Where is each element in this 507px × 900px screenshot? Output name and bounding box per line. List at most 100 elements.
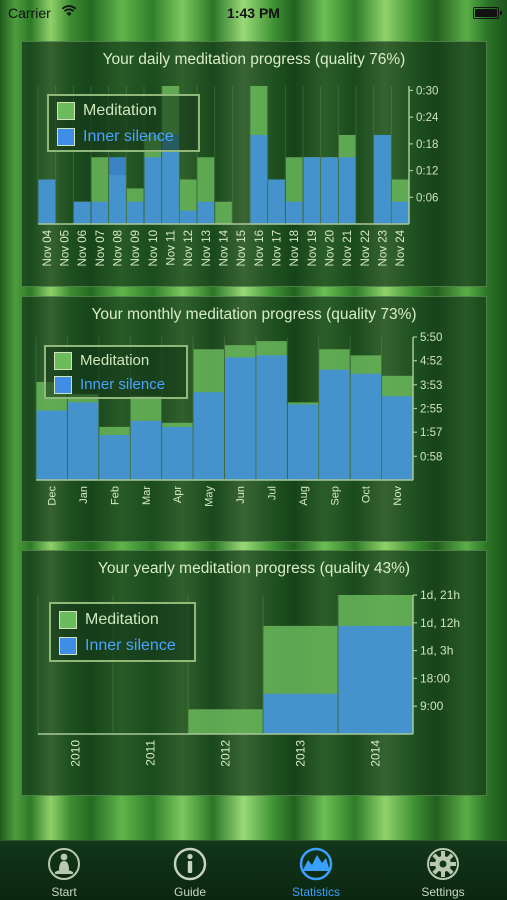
bar-inner-silence-nov bbox=[382, 396, 413, 480]
yearly-chart: 1d, 21h 1d, 12h 1d, 3h 18:00 9:00 2010 2011 201… bbox=[37, 588, 460, 767]
tab-guide-label: Guide bbox=[173, 885, 207, 899]
x-tick-label: Nov 15 bbox=[236, 230, 248, 266]
battery-icon bbox=[473, 7, 502, 19]
tab-statistics-label: Statistics bbox=[291, 885, 340, 899]
monthly-chart-title: Your monthly meditation progress (qualit… bbox=[91, 306, 417, 323]
bar-inner-silence-nov-18 bbox=[285, 201, 303, 224]
bar-inner-silence-jun bbox=[225, 357, 256, 480]
bar-inner-silence-2014 bbox=[338, 625, 413, 734]
bar-inner-silence-feb bbox=[99, 435, 130, 480]
gear-icon bbox=[427, 848, 459, 880]
monthly-chart: 5:50 4:52 3:53 2:55 1:57 0:58 Dec Jan Feb Mar Apr M… bbox=[35, 332, 442, 507]
bar-inner-silence-nov-17 bbox=[268, 179, 285, 224]
legend-label-meditation: Meditation bbox=[80, 352, 150, 369]
y-tick-label: 3:53 bbox=[420, 380, 442, 392]
x-tick-label: Jun bbox=[235, 486, 247, 504]
bar-inner-silence-jan bbox=[67, 402, 99, 480]
tab-statistics[interactable]: Statistics bbox=[253, 841, 379, 900]
tab-start[interactable]: Start bbox=[1, 841, 127, 900]
bar-inner-silence-sep bbox=[319, 369, 350, 480]
legend-label-meditation: Meditation bbox=[83, 102, 157, 119]
x-tick-label: Nov 08 bbox=[113, 230, 125, 266]
y-tick-label: 0:18 bbox=[416, 139, 438, 151]
x-tick-label: 2013 bbox=[294, 740, 308, 767]
info-icon bbox=[173, 847, 207, 881]
clock-label: 1:43 PM bbox=[227, 5, 280, 21]
x-tick-label: Nov 22 bbox=[360, 230, 372, 266]
y-tick-label: 1d, 21h bbox=[420, 588, 460, 602]
bar-inner-silence-nov-20 bbox=[321, 157, 338, 224]
chart-icon bbox=[299, 847, 333, 881]
x-tick-label: 2012 bbox=[219, 740, 233, 767]
bar-inner-silence-nov-19 bbox=[303, 157, 321, 224]
monthly-progress-panel: Your monthly meditation progress (qualit… bbox=[21, 296, 487, 542]
meditation-swatch bbox=[54, 352, 72, 370]
status-bar: Carrier 1:43 PM bbox=[0, 0, 507, 28]
bar-inner-silence-nov-06 bbox=[73, 201, 91, 224]
bar-inner-silence-nov-12 bbox=[179, 210, 197, 224]
bar-inner-silence-nov-16 bbox=[250, 134, 268, 224]
x-tick-label: Nov bbox=[392, 486, 404, 506]
daily-legend: Meditation Inner silence bbox=[47, 94, 200, 152]
x-tick-label: Oct bbox=[361, 486, 373, 503]
bar-inner-silence-nov-10 bbox=[144, 157, 162, 224]
inner-silence-swatch bbox=[54, 376, 72, 394]
yearly-legend: Meditation Inner silence bbox=[49, 602, 196, 662]
bar-inner-silence-aug bbox=[287, 404, 319, 480]
x-tick-label: Nov 19 bbox=[307, 230, 319, 266]
x-tick-label: Mar bbox=[141, 486, 153, 505]
x-tick-label: Nov 09 bbox=[130, 230, 142, 266]
y-tick-label: 5:50 bbox=[420, 332, 442, 344]
bar-inner-silence-nov-21 bbox=[338, 157, 356, 224]
wifi-icon bbox=[61, 5, 77, 16]
bar-inner-silence-nov-04 bbox=[38, 179, 56, 224]
bar-inner-silence-nov-24 bbox=[391, 201, 409, 224]
x-tick-label: Feb bbox=[109, 486, 121, 505]
bar-inner-silence-jul bbox=[256, 355, 287, 480]
y-tick-label: 0:58 bbox=[420, 451, 442, 463]
y-tick-label: 0:30 bbox=[416, 85, 438, 97]
meditation-swatch bbox=[57, 102, 75, 120]
x-tick-label: 2010 bbox=[69, 740, 83, 767]
x-tick-label: Nov 14 bbox=[219, 229, 231, 266]
daily-progress-panel: Your daily meditation progress (quality … bbox=[21, 41, 487, 287]
meditation-swatch bbox=[59, 611, 77, 629]
x-tick-label: Nov 23 bbox=[378, 230, 390, 266]
bar-inner-silence-nov-13 bbox=[197, 201, 215, 224]
legend-label-meditation: Meditation bbox=[85, 611, 159, 628]
x-tick-label: Nov 17 bbox=[272, 230, 284, 266]
x-tick-label: May bbox=[204, 486, 216, 507]
x-tick-label: Dec bbox=[47, 486, 59, 506]
yearly-chart-title: Your yearly meditation progress (quality… bbox=[97, 560, 411, 577]
x-tick-label: Nov 16 bbox=[254, 230, 266, 266]
y-tick-label: 9:00 bbox=[420, 699, 444, 713]
y-tick-label: 18:00 bbox=[420, 671, 450, 685]
tab-guide[interactable]: Guide bbox=[127, 841, 253, 900]
tab-settings[interactable]: Settings bbox=[380, 841, 506, 900]
monthly-legend: Meditation Inner silence bbox=[44, 345, 188, 399]
y-tick-label: 0:06 bbox=[416, 192, 438, 204]
tab-settings-label: Settings bbox=[421, 885, 465, 899]
y-tick-label: 0:12 bbox=[416, 166, 438, 178]
x-tick-label: Nov 12 bbox=[183, 230, 195, 266]
bar-inner-silence-apr bbox=[162, 426, 193, 480]
carrier-label: Carrier bbox=[8, 5, 51, 21]
x-tick-label: 2014 bbox=[369, 740, 383, 767]
x-tick-label: Nov 07 bbox=[95, 230, 107, 266]
y-tick-label: 2:55 bbox=[420, 404, 442, 416]
bar-inner-silence-oct bbox=[350, 373, 382, 480]
x-tick-label: Aug bbox=[298, 486, 310, 506]
bar-inner-silence-mar bbox=[130, 420, 162, 480]
x-tick-label: Apr bbox=[172, 486, 184, 503]
y-tick-label: 0:24 bbox=[416, 112, 439, 124]
daily-chart: 0:30 0:24 0:18 0:12 0:06 Nov 04 Nov 05 Nov 06 No… bbox=[37, 85, 439, 266]
y-tick-label: 1d, 3h bbox=[420, 644, 453, 658]
legend-label-inner-silence: Inner silence bbox=[80, 376, 166, 393]
x-tick-label: Nov 11 bbox=[166, 230, 178, 266]
daily-chart-title: Your daily meditation progress (quality … bbox=[102, 51, 406, 68]
x-tick-label: Sep bbox=[329, 486, 341, 506]
x-tick-label: Nov 10 bbox=[148, 230, 160, 266]
x-tick-label: Nov 04 bbox=[42, 229, 54, 266]
y-tick-label: 1d, 12h bbox=[420, 616, 460, 630]
y-tick-label: 1:57 bbox=[420, 427, 442, 439]
